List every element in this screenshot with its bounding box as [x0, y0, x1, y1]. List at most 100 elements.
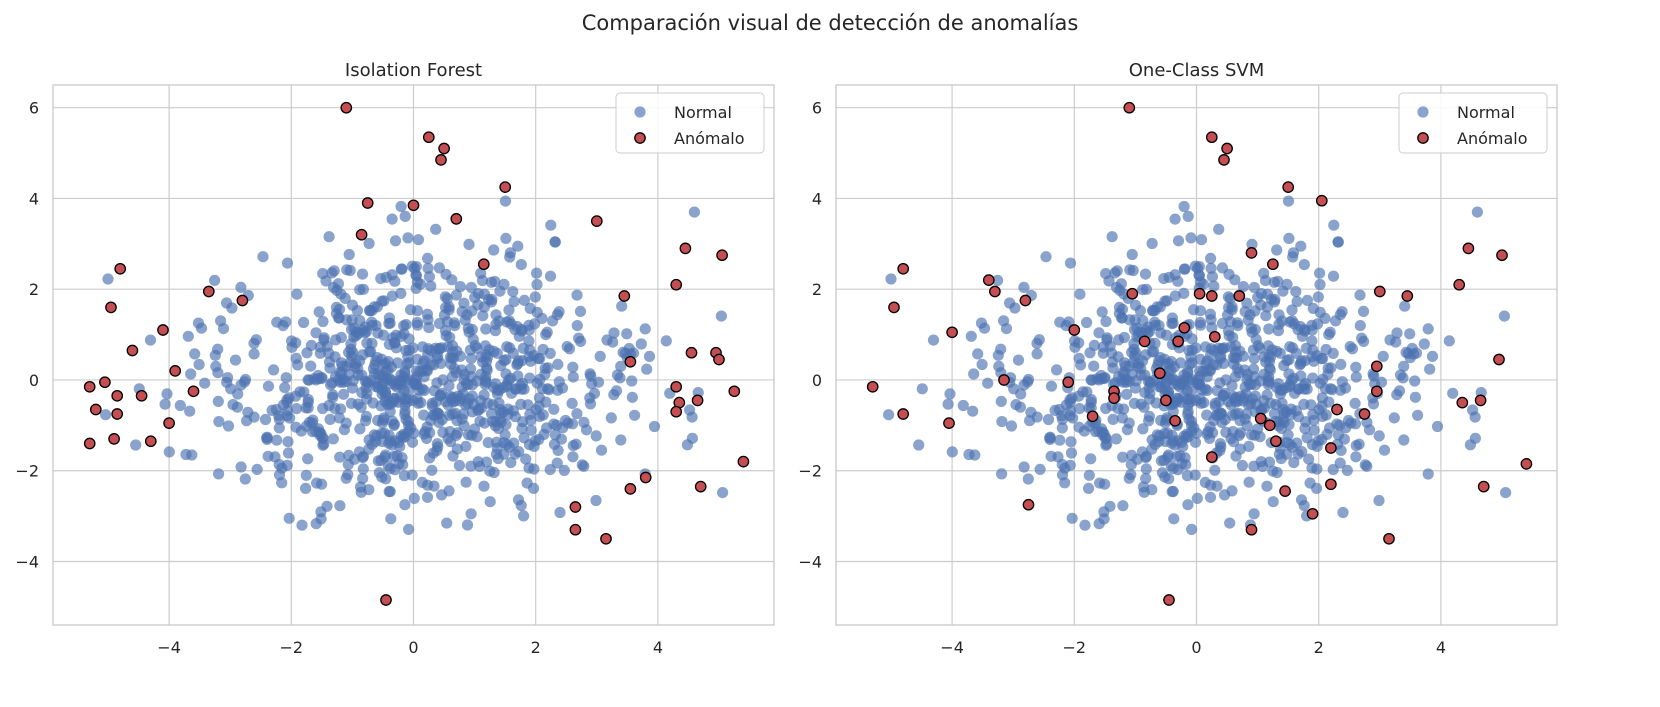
normal-point — [1216, 317, 1229, 330]
normal-point — [189, 348, 201, 360]
y-tick-label: −2 — [15, 462, 39, 481]
normal-point — [386, 415, 398, 427]
normal-point — [229, 354, 242, 366]
normal-point — [487, 399, 499, 411]
anomaly-point — [1358, 408, 1371, 420]
normal-point — [1168, 513, 1180, 525]
normal-point — [327, 433, 339, 445]
normal-point — [1288, 457, 1300, 469]
normal-point — [477, 310, 489, 322]
normal-point — [594, 350, 606, 362]
normal-point — [1349, 397, 1361, 409]
normal-point — [435, 357, 447, 369]
normal-point — [1224, 293, 1236, 305]
normal-point — [1327, 347, 1339, 359]
normal-point — [1085, 453, 1097, 465]
anomaly-point — [236, 294, 249, 307]
normal-point — [1251, 398, 1263, 411]
normal-point — [509, 383, 521, 395]
normal-point — [1056, 469, 1069, 481]
normal-point — [192, 317, 205, 329]
normal-point — [1110, 433, 1122, 445]
normal-point — [1422, 468, 1434, 480]
normal-point — [291, 288, 303, 300]
one-class-svm-legend: Normal Anómalo — [1398, 92, 1548, 154]
normal-point — [1204, 308, 1216, 320]
normal-point — [1217, 389, 1229, 401]
normal-point — [347, 375, 359, 387]
normal-point — [386, 269, 398, 281]
normal-point — [213, 468, 225, 480]
normal-point — [277, 320, 289, 332]
normal-point — [1185, 351, 1197, 363]
y-tick-label: 2 — [812, 280, 822, 299]
y-tick-label: 0 — [29, 371, 39, 390]
normal-point — [450, 289, 462, 301]
legend-anomaly-marker — [1417, 132, 1429, 144]
normal-point — [1169, 213, 1181, 225]
anomaly-point — [694, 480, 707, 493]
normal-point — [1117, 367, 1129, 379]
normal-point — [250, 334, 262, 346]
normal-point — [1412, 409, 1424, 421]
anomaly-point — [202, 285, 215, 298]
anomaly-point — [998, 374, 1010, 386]
normal-point — [335, 331, 347, 344]
normal-point — [578, 460, 590, 472]
normal-point — [298, 316, 310, 329]
normal-point — [982, 377, 994, 389]
normal-point — [1189, 469, 1201, 481]
normal-point — [573, 332, 585, 344]
anomaly-point — [989, 285, 1001, 298]
normal-point — [610, 385, 623, 397]
normal-point — [1146, 434, 1158, 446]
normal-point — [586, 378, 598, 390]
normal-point — [536, 312, 548, 324]
normal-point — [571, 408, 583, 420]
normal-point — [346, 299, 359, 311]
normal-point — [1077, 386, 1089, 398]
normal-point — [441, 293, 453, 305]
normal-point — [1065, 436, 1077, 448]
normal-point — [1153, 355, 1165, 367]
normal-point — [402, 351, 414, 363]
normal-point — [363, 237, 375, 250]
normal-point — [1106, 231, 1118, 243]
normal-point — [359, 321, 371, 333]
normal-point — [1083, 482, 1095, 494]
normal-point — [482, 437, 494, 449]
normal-point — [1194, 393, 1206, 405]
normal-point — [1252, 291, 1264, 304]
normal-point — [405, 422, 417, 434]
normal-point — [290, 352, 302, 364]
isolation-forest-legend: Normal Anómalo — [615, 92, 765, 154]
normal-point — [476, 275, 489, 287]
normal-point — [1100, 402, 1112, 415]
normal-point — [1022, 373, 1035, 386]
normal-point — [1139, 268, 1152, 280]
normal-point — [1208, 280, 1220, 292]
normal-point — [323, 231, 335, 243]
normal-point — [311, 477, 323, 489]
anomaly-point — [111, 389, 124, 402]
anomaly-point — [450, 213, 463, 225]
x-tick-label: 4 — [653, 638, 663, 657]
normal-point — [266, 404, 278, 416]
anomaly-point — [1477, 480, 1490, 493]
normal-point — [1301, 432, 1313, 444]
normal-point — [463, 238, 475, 250]
normal-point — [1239, 381, 1251, 393]
normal-point — [397, 459, 409, 471]
normal-point — [967, 405, 979, 417]
normal-point — [615, 360, 627, 372]
normal-point — [407, 342, 419, 354]
normal-point — [326, 377, 338, 389]
normal-point — [1335, 358, 1347, 370]
normal-point — [1196, 384, 1208, 396]
normal-point — [715, 310, 728, 322]
normal-point — [1100, 315, 1112, 328]
normal-point — [212, 343, 224, 355]
normal-point — [1391, 327, 1403, 339]
normal-point — [1167, 463, 1179, 475]
normal-point — [627, 347, 640, 359]
